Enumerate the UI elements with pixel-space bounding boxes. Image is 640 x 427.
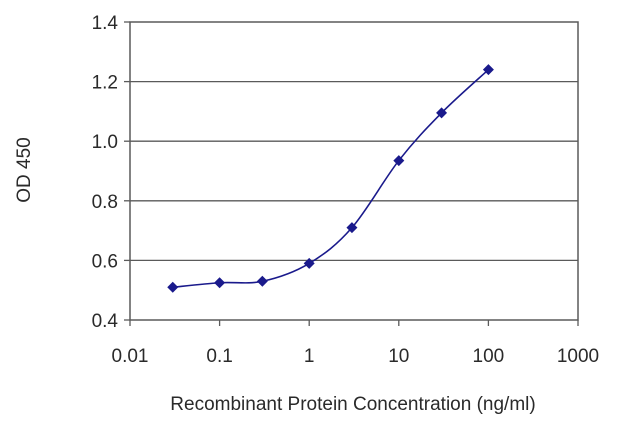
- plot-frame: [129, 21, 579, 321]
- y-tick-label: 1.0: [92, 132, 118, 153]
- x-tick-label: 0.01: [112, 346, 149, 367]
- x-tick-label: 0.1: [206, 346, 232, 367]
- x-axis-title: Recombinant Protein Concentration (ng/ml…: [170, 394, 535, 415]
- y-tick-label: 1.4: [92, 13, 119, 34]
- data-point-marker: [214, 277, 226, 289]
- data-point-marker: [436, 107, 448, 119]
- data-point-marker: [303, 257, 315, 269]
- data-point-marker: [167, 281, 179, 293]
- x-tick-label: 10: [388, 346, 409, 367]
- y-tick-labels: 0.4 0.6 0.8 1.0 1.2 1.4: [92, 13, 119, 332]
- y-axis-title: OD 450: [14, 137, 35, 202]
- data-point-marker: [482, 64, 494, 76]
- grid-layer: [124, 21, 579, 326]
- series-layer: [167, 64, 494, 293]
- data-point-marker: [256, 275, 268, 287]
- x-tick-label: 1: [304, 346, 315, 367]
- series-line: [172, 69, 489, 289]
- y-tick-label: 1.2: [92, 73, 118, 94]
- x-tick-label: 1000: [557, 346, 599, 367]
- x-tick-label: 100: [473, 346, 505, 367]
- y-tick-label: 0.6: [92, 251, 118, 272]
- data-point-marker: [393, 155, 405, 167]
- y-tick-label: 0.4: [92, 311, 119, 332]
- data-point-marker: [346, 222, 358, 234]
- y-tick-label: 0.8: [92, 192, 118, 213]
- x-tick-labels: 0.01 0.1 1 10 100 1000: [112, 346, 600, 367]
